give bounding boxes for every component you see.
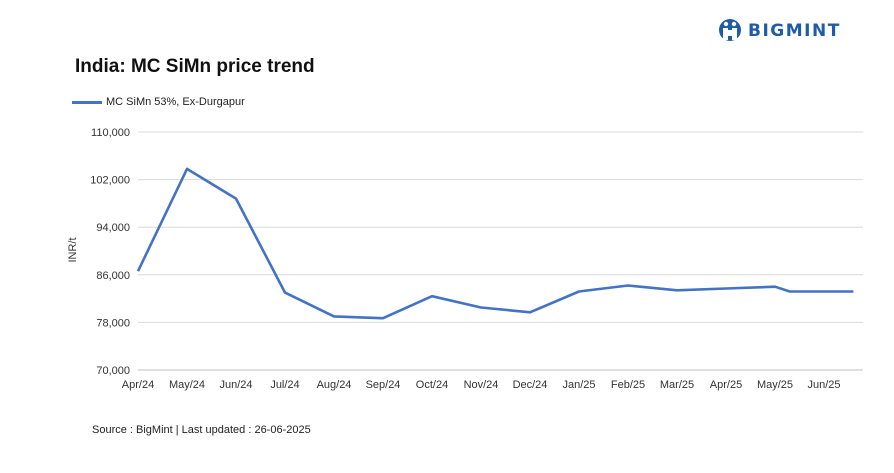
x-tick-label: Aug/24	[317, 379, 352, 391]
chart-legend: MC SiMn 53%, Ex-Durgapur	[72, 96, 245, 108]
chart-title: India: MC SiMn price trend	[75, 56, 315, 77]
series-layer	[136, 167, 854, 320]
bigmint-logo: BIGMINT	[718, 14, 841, 48]
x-tick-label: Nov/24	[464, 379, 499, 391]
x-tick-label: Apr/25	[710, 379, 742, 391]
x-tick-label: Apr/24	[122, 379, 154, 391]
x-tick-label: Jun/25	[807, 379, 840, 391]
x-tick-label: Jul/24	[270, 379, 299, 391]
y-tick-label: 110,000	[91, 127, 130, 139]
series-line	[136, 167, 854, 320]
y-tick-label: 86,000	[96, 270, 130, 282]
y-tick-label: 78,000	[96, 317, 130, 329]
x-tick-label: Jun/24	[219, 379, 252, 391]
x-tick-label: Dec/24	[513, 379, 548, 391]
x-tick-label: May/24	[169, 379, 205, 391]
x-tick-label: Sep/24	[366, 379, 401, 391]
x-axis-ticks: Apr/24 May/24 Jun/24 Jul/24 Aug/24 Sep/24 Oct/…	[122, 379, 841, 391]
y-tick-label: 102,000	[90, 175, 130, 187]
source-note: Source : BigMint | Last updated : 26-06-…	[92, 424, 311, 436]
x-tick-label: Oct/24	[416, 379, 448, 391]
legend-label: MC SiMn 53%, Ex-Durgapur	[106, 96, 245, 108]
x-tick-label: Mar/25	[660, 379, 694, 391]
x-tick-label: May/25	[757, 379, 793, 391]
bigmint-logo-icon	[719, 19, 741, 41]
y-tick-label: 94,000	[96, 222, 130, 234]
gridlines	[138, 131, 863, 371]
y-axis-label: INR/t	[67, 237, 79, 262]
x-tick-label: Feb/25	[611, 379, 645, 391]
x-tick-label: Jan/25	[562, 379, 595, 391]
brand-name: BIGMINT	[748, 21, 841, 41]
legend-swatch	[72, 100, 102, 104]
y-axis-ticks: 70,000 78,000 86,000 94,000 102,000 110,000	[90, 127, 130, 377]
y-tick-label: 70,000	[96, 365, 130, 377]
